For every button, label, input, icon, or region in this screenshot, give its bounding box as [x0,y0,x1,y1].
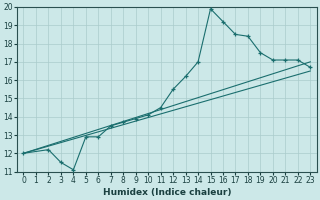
X-axis label: Humidex (Indice chaleur): Humidex (Indice chaleur) [103,188,231,197]
